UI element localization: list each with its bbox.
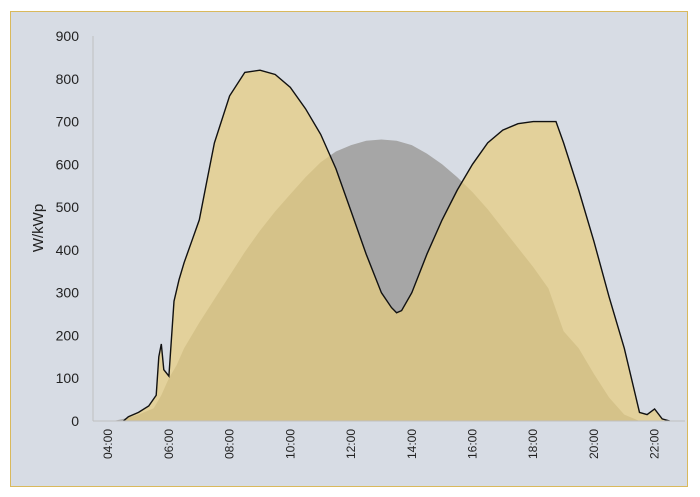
y-tick-label: 100 xyxy=(56,370,80,386)
x-tick-label: 16:00 xyxy=(465,429,479,459)
x-tick-label: 04:00 xyxy=(101,429,115,459)
y-tick-label: 900 xyxy=(56,28,80,44)
x-tick-label: 10:00 xyxy=(283,429,297,459)
y-tick-label: 200 xyxy=(56,327,80,343)
x-tick-label: 20:00 xyxy=(587,429,601,459)
y-tick-label: 700 xyxy=(56,114,80,130)
x-tick-label: 12:00 xyxy=(344,429,358,459)
x-tick-label: 14:00 xyxy=(405,429,419,459)
y-axis-label: W/kWp xyxy=(30,204,47,252)
series-east-west-line xyxy=(122,69,670,422)
y-tick-label: 800 xyxy=(56,71,80,87)
x-tick-label: 18:00 xyxy=(526,429,540,459)
y-tick-label: 300 xyxy=(56,285,80,301)
x-tick-label: 06:00 xyxy=(162,429,176,459)
y-tick-label: 0 xyxy=(71,413,79,429)
series-east-west-area xyxy=(123,70,670,421)
y-tick-label: 500 xyxy=(56,199,80,215)
y-tick-label: 400 xyxy=(56,242,80,258)
x-tick-label: 22:00 xyxy=(648,429,662,459)
x-tick-label: 08:00 xyxy=(223,429,237,459)
y-tick-label: 600 xyxy=(56,156,80,172)
